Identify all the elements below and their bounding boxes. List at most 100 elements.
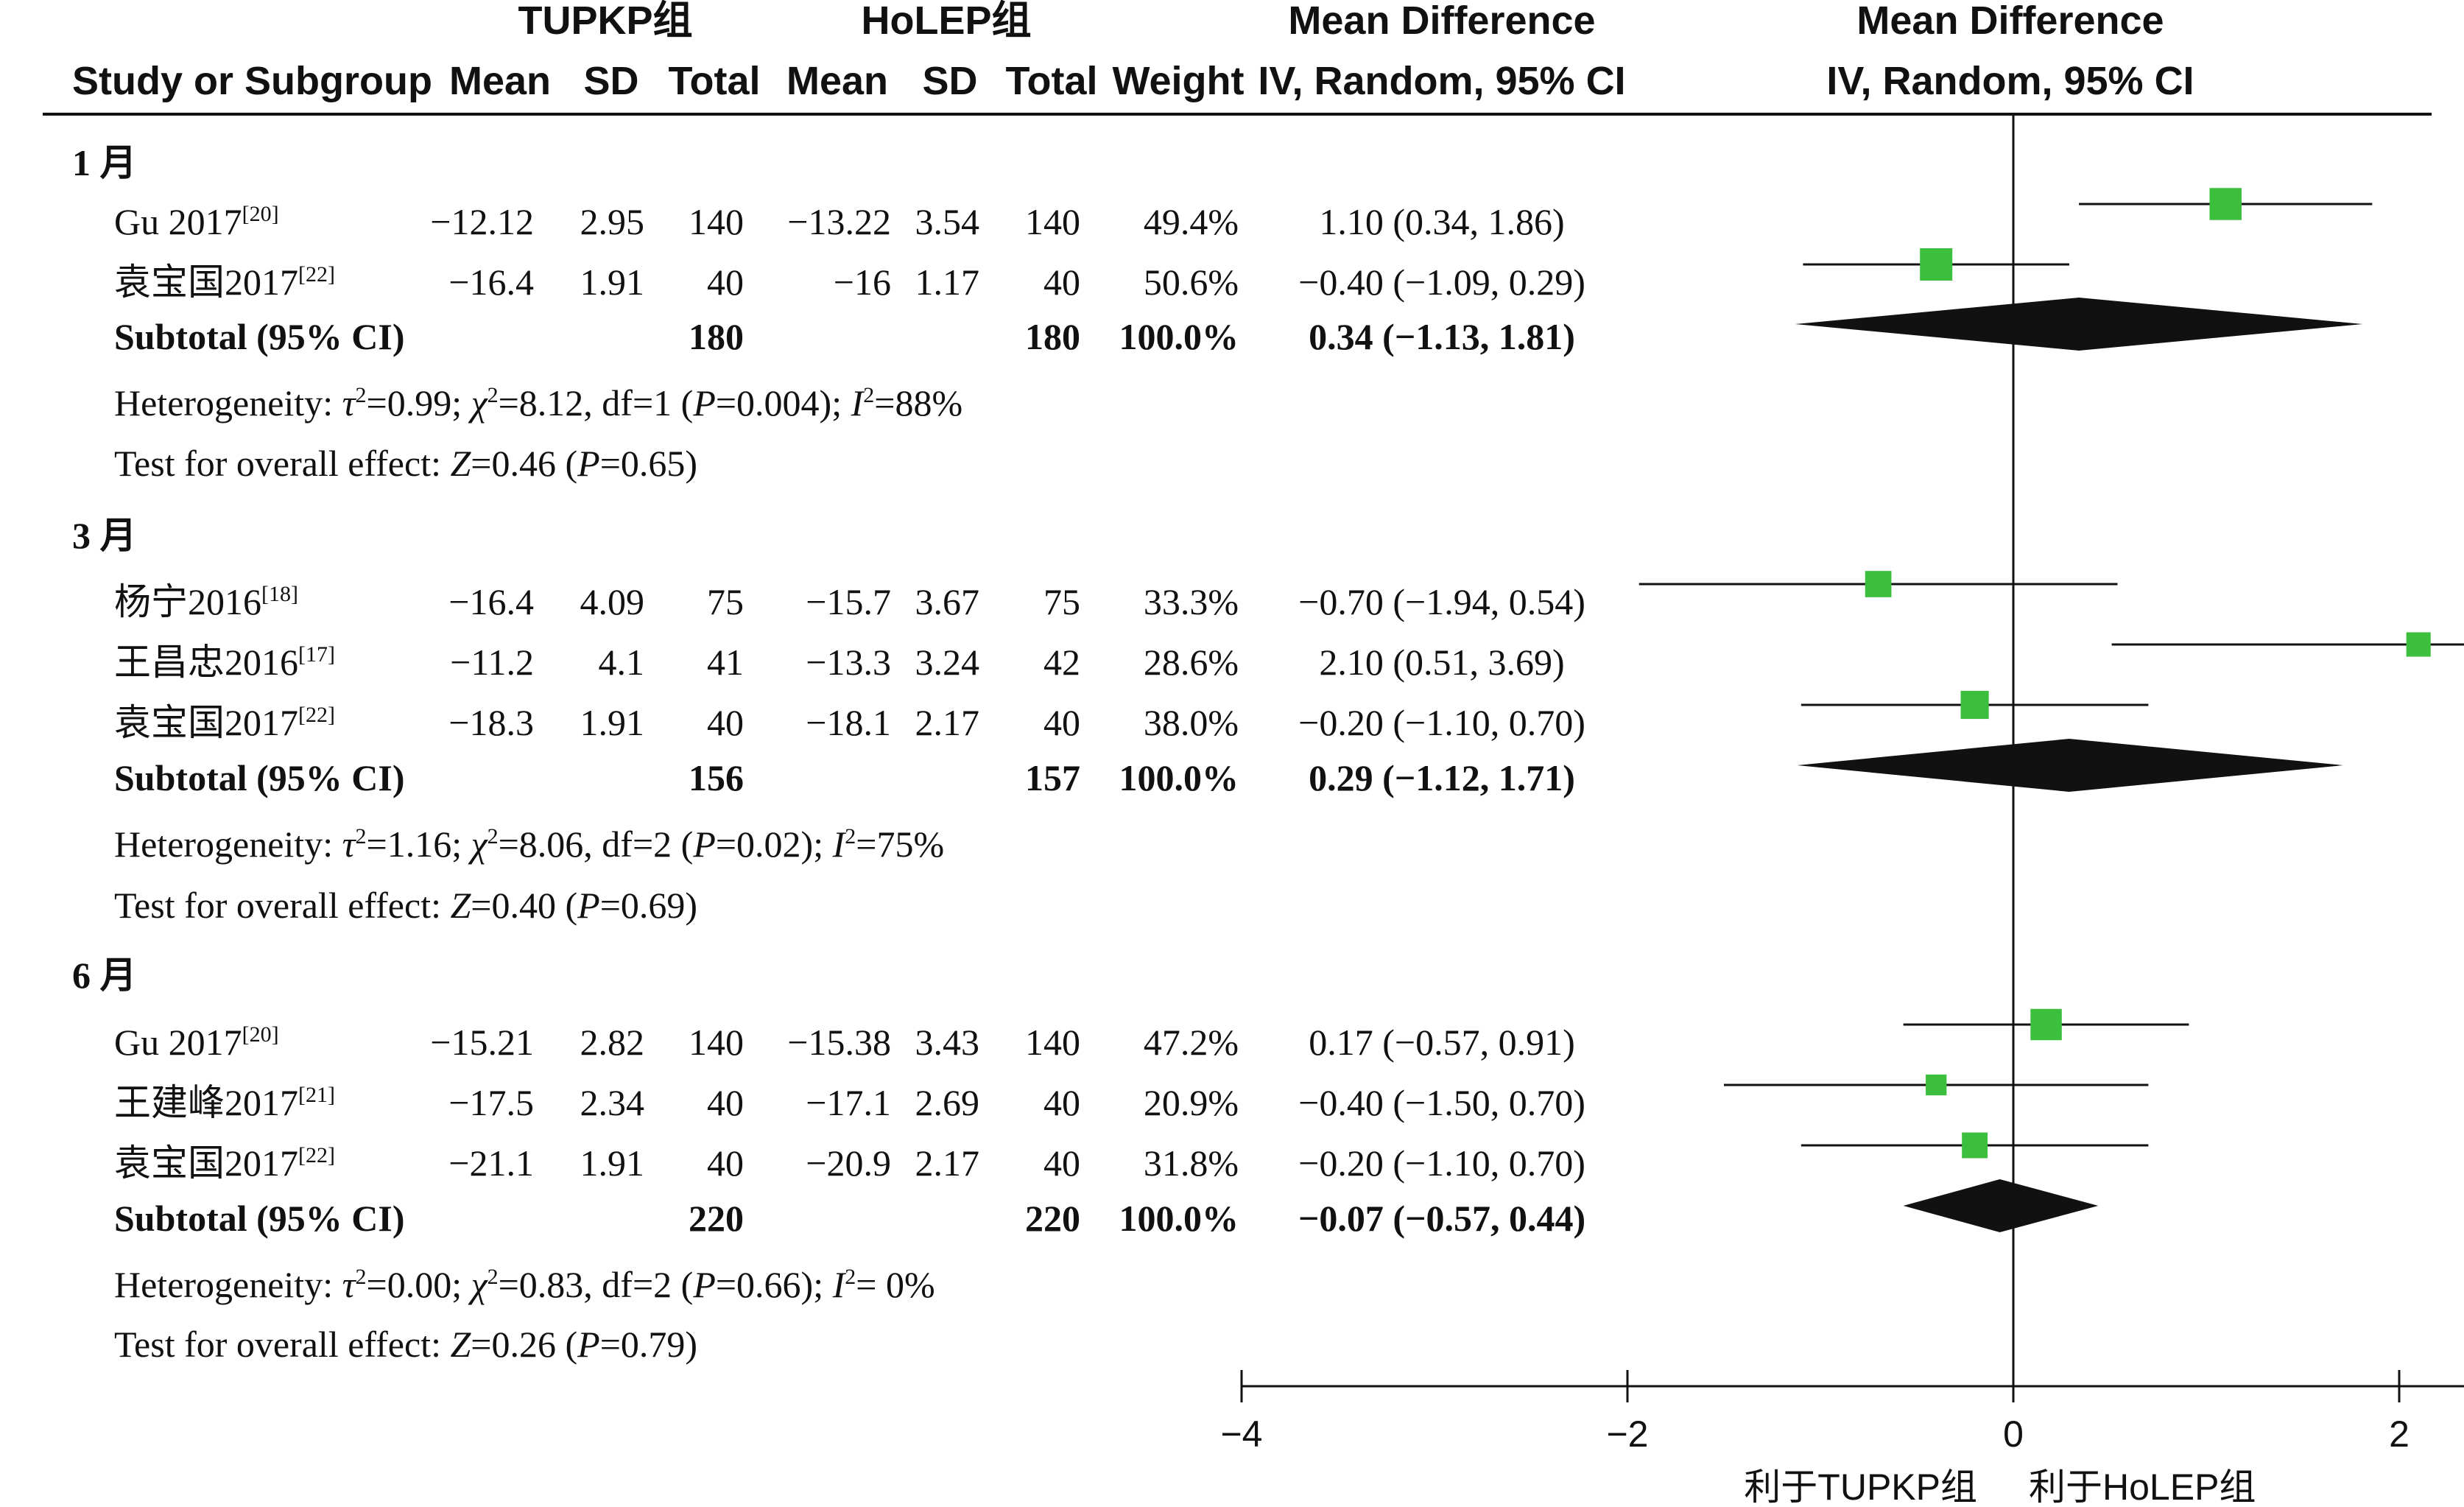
subtotal-ci: −0.07 (−0.57, 0.44) — [1298, 1198, 1585, 1239]
weight-value: 31.8% — [1144, 1142, 1239, 1184]
sd2-value: 2.17 — [915, 702, 980, 743]
total1-value: 40 — [707, 1142, 744, 1184]
sd1-header: SD — [583, 59, 638, 103]
study-marker — [1865, 571, 1892, 597]
total1-value: 40 — [707, 702, 744, 743]
ci-value: −0.20 (−1.10, 0.70) — [1298, 702, 1585, 743]
study-marker — [1920, 248, 1953, 281]
sd1-value: 1.91 — [580, 261, 645, 303]
mean1-value: −15.21 — [430, 1022, 534, 1063]
sd1-value: 2.34 — [580, 1082, 645, 1123]
study-marker — [1962, 1132, 1988, 1159]
total2-value: 140 — [1025, 1022, 1080, 1063]
subtotal-total1: 156 — [689, 757, 744, 798]
total1-value: 40 — [707, 261, 744, 303]
subtotal-total1: 180 — [689, 316, 744, 357]
x-tick-label: −2 — [1606, 1413, 1648, 1455]
subtotal-ci: 0.29 (−1.12, 1.71) — [1309, 757, 1575, 798]
mean1-value: −11.2 — [450, 642, 534, 683]
heterogeneity-text: Heterogeneity: τ2=1.16; χ2=8.06, df=2 (P… — [114, 823, 944, 865]
mean1-value: −16.4 — [448, 261, 534, 303]
weight-header: Weight — [1113, 59, 1245, 103]
sd2-value: 3.24 — [915, 642, 980, 683]
plot-area: −4−2024利于TUPKP组利于HoLEP组 — [1220, 114, 2464, 1507]
weight-value: 20.9% — [1144, 1082, 1239, 1123]
study-name: 袁宝国2017[22] — [114, 261, 335, 303]
sd1-value: 4.09 — [580, 581, 645, 622]
subtotal-weight: 100.0% — [1119, 757, 1239, 798]
weight-value: 47.2% — [1144, 1022, 1239, 1063]
weight-value: 28.6% — [1144, 642, 1239, 683]
mean2-value: −18.1 — [806, 702, 891, 743]
study-header: Study or Subgroup — [72, 59, 432, 103]
mean1-value: −17.5 — [448, 1082, 534, 1123]
subtotal-diamond — [1797, 739, 2344, 792]
group1-header: TUPKP组 — [518, 0, 692, 43]
total2-value: 140 — [1025, 201, 1080, 242]
favors-left-label: 利于TUPKP组 — [1744, 1466, 1977, 1507]
mean2-header: Mean — [786, 59, 888, 103]
mean1-header: Mean — [449, 59, 551, 103]
study-marker — [2030, 1008, 2062, 1041]
total1-value: 140 — [689, 201, 744, 242]
sd2-value: 3.67 — [915, 581, 980, 622]
heterogeneity-text: Heterogeneity: τ2=0.99; χ2=8.12, df=1 (P… — [114, 382, 962, 424]
subtotal-label: Subtotal (95% CI) — [114, 757, 404, 798]
subtotal-total1: 220 — [689, 1198, 744, 1239]
mean2-value: −20.9 — [806, 1142, 891, 1184]
subtotal-ci: 0.34 (−1.13, 1.81) — [1309, 316, 1575, 357]
mean2-value: −13.22 — [787, 201, 891, 242]
mean2-value: −16 — [834, 261, 891, 303]
md-plot-header: Mean Difference — [1856, 0, 2164, 43]
study-marker — [2406, 632, 2431, 657]
total2-value: 40 — [1043, 1142, 1080, 1184]
heterogeneity-text: Heterogeneity: τ2=0.00; χ2=0.83, df=2 (P… — [114, 1264, 935, 1305]
overall-effect-text: Test for overall effect: Z=0.46 (P=0.65) — [114, 443, 697, 484]
subtotal-label: Subtotal (95% CI) — [114, 316, 404, 357]
study-name: 王建峰2017[21] — [114, 1082, 335, 1123]
total1-header: Total — [669, 59, 761, 103]
sd1-value: 4.1 — [599, 642, 645, 683]
total1-value: 41 — [707, 642, 744, 683]
mean2-value: −15.7 — [806, 581, 891, 622]
ci-value: −0.70 (−1.94, 0.54) — [1298, 581, 1585, 622]
ci-header: IV, Random, 95% CI — [1258, 59, 1625, 103]
ci-value: 0.17 (−0.57, 0.91) — [1309, 1022, 1575, 1063]
study-name: 王昌忠2016[17] — [114, 642, 335, 683]
subgroup-label: 3 月 — [72, 515, 137, 556]
mean2-value: −15.38 — [787, 1022, 891, 1063]
sd1-value: 1.91 — [580, 702, 645, 743]
sd2-value: 2.17 — [915, 1142, 980, 1184]
plot-ci-header: IV, Random, 95% CI — [1826, 59, 2194, 103]
sd2-value: 3.43 — [915, 1022, 980, 1063]
sd2-value: 1.17 — [915, 261, 980, 303]
mean1-value: −18.3 — [448, 702, 534, 743]
ci-value: 2.10 (0.51, 3.69) — [1319, 642, 1564, 683]
ci-value: −0.20 (−1.10, 0.70) — [1298, 1142, 1585, 1184]
total2-header: Total — [1006, 59, 1098, 103]
mean2-value: −17.1 — [806, 1082, 891, 1123]
study-name: 袁宝国2017[22] — [114, 702, 335, 743]
total1-value: 40 — [707, 1082, 744, 1123]
sd1-value: 2.95 — [580, 201, 645, 242]
study-name: Gu 2017[20] — [114, 201, 279, 242]
total1-value: 75 — [707, 581, 744, 622]
subtotal-total2: 180 — [1025, 316, 1080, 357]
study-name: Gu 2017[20] — [114, 1022, 279, 1063]
subtotal-label: Subtotal (95% CI) — [114, 1198, 404, 1239]
subtotal-weight: 100.0% — [1119, 316, 1239, 357]
sd2-header: SD — [922, 59, 977, 103]
subgroup-label: 1 月 — [72, 142, 137, 183]
study-marker — [1926, 1074, 1947, 1096]
subgroup-label: 6 月 — [72, 955, 137, 996]
sd1-value: 1.91 — [580, 1142, 645, 1184]
subtotal-diamond — [1795, 298, 2363, 351]
total2-value: 40 — [1043, 1082, 1080, 1123]
overall-effect-text: Test for overall effect: Z=0.26 (P=0.79) — [114, 1324, 697, 1365]
overall-effect-text: Test for overall effect: Z=0.40 (P=0.69) — [114, 885, 697, 926]
total2-value: 75 — [1043, 581, 1080, 622]
mean1-value: −21.1 — [448, 1142, 534, 1184]
subtotal-weight: 100.0% — [1119, 1198, 1239, 1239]
study-marker — [1960, 690, 1989, 720]
